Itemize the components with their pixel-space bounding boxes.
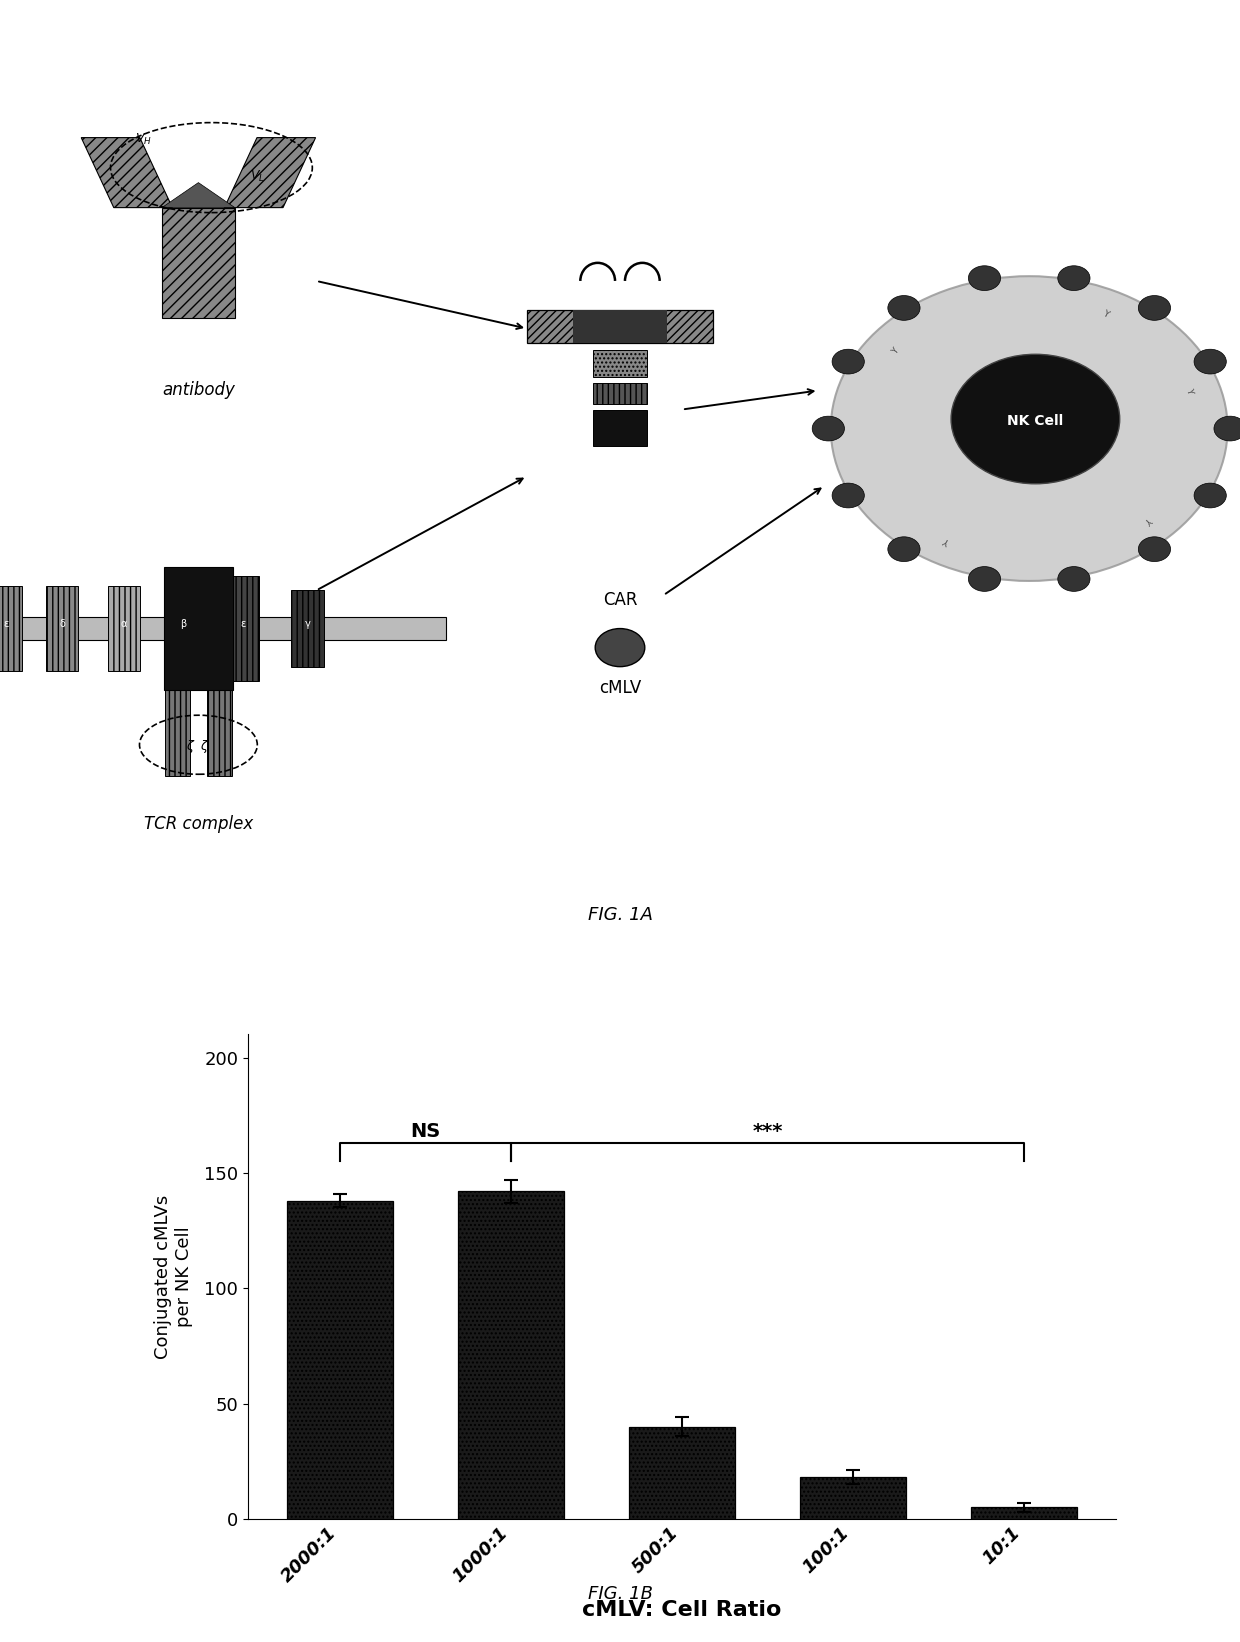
Text: γ: γ	[305, 619, 310, 629]
Text: Y: Y	[1143, 514, 1153, 524]
Text: δ: δ	[60, 619, 64, 629]
Text: Y: Y	[942, 535, 951, 545]
Polygon shape	[82, 138, 172, 207]
Bar	[46, 586, 78, 672]
Polygon shape	[162, 207, 234, 317]
Bar	[593, 409, 647, 445]
Circle shape	[951, 355, 1120, 484]
Circle shape	[1138, 537, 1171, 562]
Bar	[629, 1427, 735, 1519]
Circle shape	[1194, 483, 1226, 507]
Circle shape	[968, 566, 1001, 591]
Text: $V_L$: $V_L$	[249, 169, 264, 184]
Text: ε: ε	[4, 619, 9, 629]
Circle shape	[888, 537, 920, 562]
Bar	[164, 566, 233, 690]
X-axis label: cMLV: Cell Ratio: cMLV: Cell Ratio	[583, 1599, 781, 1619]
Text: ***: ***	[753, 1121, 782, 1141]
Text: cMLV: cMLV	[599, 680, 641, 698]
Bar	[573, 309, 667, 343]
Bar	[459, 1192, 564, 1519]
Text: CAR: CAR	[603, 591, 637, 609]
Circle shape	[832, 483, 864, 507]
Bar	[527, 309, 713, 343]
Text: NS: NS	[410, 1121, 441, 1141]
Bar	[0, 617, 446, 640]
Bar	[108, 586, 140, 672]
Text: ε: ε	[241, 619, 246, 629]
Text: α: α	[120, 619, 128, 629]
Bar	[207, 690, 232, 777]
Bar	[167, 586, 200, 672]
Bar	[165, 690, 190, 777]
Text: FIG. 1A: FIG. 1A	[588, 906, 652, 924]
Bar	[800, 1478, 905, 1519]
Text: β: β	[180, 619, 187, 629]
Polygon shape	[162, 182, 234, 207]
Circle shape	[1214, 415, 1240, 442]
Circle shape	[1138, 296, 1171, 320]
Text: FIG. 1B: FIG. 1B	[588, 1585, 652, 1603]
Circle shape	[831, 276, 1228, 581]
Polygon shape	[224, 138, 315, 207]
Text: $V_H$: $V_H$	[135, 131, 153, 146]
Circle shape	[888, 296, 920, 320]
Text: NK Cell: NK Cell	[1007, 414, 1064, 429]
Circle shape	[968, 266, 1001, 291]
Text: antibody: antibody	[162, 381, 234, 399]
Bar	[971, 1507, 1076, 1519]
Text: Y: Y	[1101, 309, 1110, 319]
Bar	[0, 586, 22, 672]
Text: Y: Y	[1184, 388, 1194, 394]
Circle shape	[1058, 266, 1090, 291]
Bar	[593, 383, 647, 404]
Bar	[291, 591, 324, 667]
Circle shape	[812, 415, 844, 442]
Text: Y: Y	[890, 346, 900, 356]
Text: TCR complex: TCR complex	[144, 814, 253, 832]
Circle shape	[832, 350, 864, 374]
Circle shape	[1194, 350, 1226, 374]
Bar	[227, 576, 259, 681]
Bar	[288, 1200, 393, 1519]
Y-axis label: Conjugated cMLVs
per NK Cell: Conjugated cMLVs per NK Cell	[154, 1194, 193, 1360]
Circle shape	[595, 629, 645, 667]
Text: $\zeta$  $\zeta$: $\zeta$ $\zeta$	[186, 739, 211, 755]
Bar	[593, 350, 647, 378]
Circle shape	[1058, 566, 1090, 591]
